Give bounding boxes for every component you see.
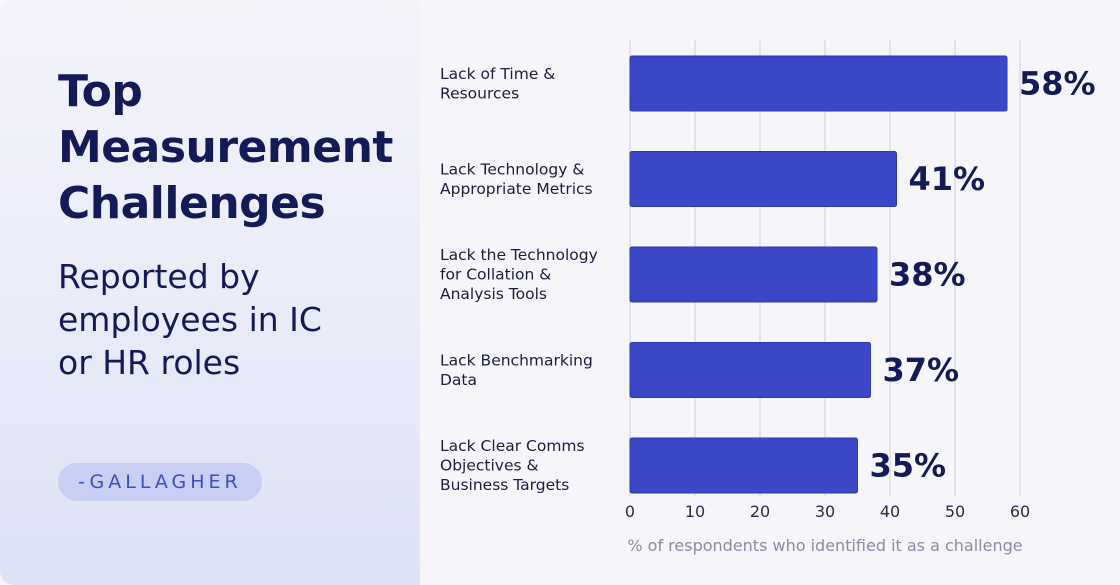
bar-layer <box>629 55 1008 494</box>
x-tick-label: 10 <box>685 502 705 521</box>
category-label-line: Appropriate Metrics <box>440 180 593 198</box>
data-label: 58% <box>1019 65 1096 103</box>
category-label-line: Lack of Time & <box>440 65 555 83</box>
subtitle-line: employees in IC <box>58 300 322 339</box>
data-label: 37% <box>883 351 960 389</box>
data-label: 35% <box>870 447 947 485</box>
label-layer: Lack of Time & Resources 58% Lack Technolog… <box>440 65 1096 495</box>
category-label-line: for Collation & <box>440 266 551 284</box>
category-label-line: Analysis Tools <box>440 285 547 303</box>
x-tick-label: 20 <box>750 502 770 521</box>
category-label-line: Objectives & <box>440 457 539 475</box>
data-label: 38% <box>889 256 966 294</box>
title-line: Top <box>58 66 143 117</box>
subtitle-line: Reported by <box>58 257 260 296</box>
x-tick-label: 60 <box>1010 502 1030 521</box>
bar <box>629 246 878 303</box>
category-label-line: Lack Benchmarking <box>440 351 593 369</box>
page-title: Top Measurement Challenges <box>58 64 418 232</box>
category-label-line: Lack Technology & <box>440 160 584 178</box>
category-label-line: Lack Clear Comms <box>440 437 585 455</box>
title-line: Measurement <box>58 122 393 173</box>
data-label: 41% <box>909 160 986 198</box>
category-label: Lack Clear Comms Objectives & Business Tar… <box>440 437 585 494</box>
category-label-line: Lack the Technology <box>440 246 598 264</box>
title-line: Challenges <box>58 178 326 229</box>
source-badge: -GALLAGHER <box>58 463 262 501</box>
bar <box>629 437 858 494</box>
tick-layer: 0 10 20 30 40 50 60 <box>625 502 1030 521</box>
category-label: Lack the Technology for Collation & Analys… <box>440 246 598 303</box>
bar-chart: Lack of Time & Resources 58% Lack Technolog… <box>440 40 1096 555</box>
page-subtitle: Reported by employees in IC or HR roles <box>58 255 388 384</box>
x-tick-label: 0 <box>625 502 635 521</box>
category-label: Lack Benchmarking Data <box>440 351 593 389</box>
x-tick-label: 40 <box>880 502 900 521</box>
bar <box>629 55 1008 112</box>
left-panel: Top Measurement Challenges Reported by e… <box>0 0 420 585</box>
category-label-line: Resources <box>440 84 519 102</box>
category-label-line: Data <box>440 371 477 389</box>
category-label: Lack Technology & Appropriate Metrics <box>440 160 593 198</box>
bar <box>629 342 871 398</box>
category-label-line: Business Targets <box>440 476 569 494</box>
x-tick-label: 30 <box>815 502 835 521</box>
subtitle-line: or HR roles <box>58 343 241 382</box>
category-label: Lack of Time & Resources <box>440 65 555 103</box>
bar <box>629 151 897 207</box>
x-axis-title: % of respondents who identified it as a … <box>627 536 1022 555</box>
x-tick-label: 50 <box>945 502 965 521</box>
